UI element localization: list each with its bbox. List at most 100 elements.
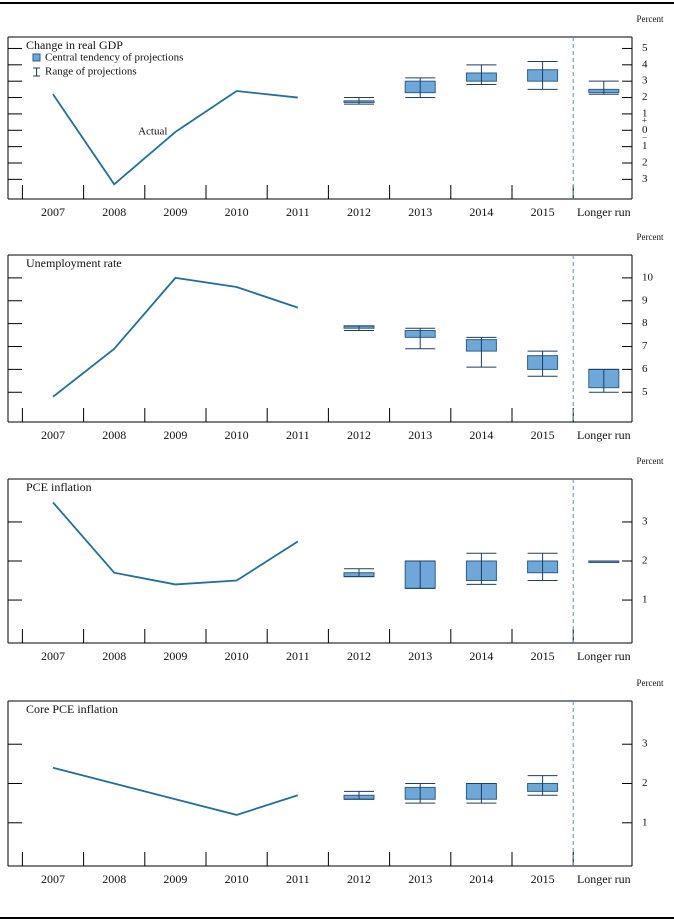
y-tick-label: 2 [642, 777, 648, 789]
unit-label: Percent [637, 678, 664, 688]
x-tick-label: 2012 [347, 428, 371, 442]
x-tick-label: 2014 [469, 649, 494, 663]
axis-sign: − [642, 132, 647, 142]
y-tick-label: 1 [642, 816, 648, 828]
x-tick-label: 2007 [41, 205, 65, 219]
x-tick-label: 2009 [163, 872, 188, 886]
y-tick-label: 4 [642, 58, 648, 70]
x-tick-label: 2008 [102, 872, 127, 886]
y-tick-label: 3 [642, 515, 648, 527]
chart-title: Core PCE inflation [26, 702, 118, 716]
range-whisker [344, 97, 374, 105]
range-whisker [466, 336, 497, 368]
x-tick-label: 2013 [408, 649, 433, 663]
x-tick-label: 2010 [224, 649, 249, 663]
y-tick-label: 5 [642, 42, 648, 54]
legend-swatch [32, 53, 41, 62]
x-tick-label: Longer run [576, 872, 631, 886]
x-tick-label: 2007 [41, 649, 65, 663]
legend-whisker [33, 67, 40, 77]
x-tick-label: 2014 [469, 428, 494, 442]
y-tick-label: 10 [642, 271, 654, 283]
x-tick-label: 2013 [408, 205, 433, 219]
y-tick-label: 3 [642, 75, 648, 87]
range-whisker [344, 325, 374, 331]
x-tick-label: Longer run [576, 428, 631, 442]
y-tick-label: 9 [642, 294, 648, 306]
x-tick-label: 2013 [408, 872, 433, 886]
x-tick-label: 2012 [347, 205, 371, 219]
x-tick-label: 2015 [530, 428, 555, 442]
x-tick-label: 2011 [286, 872, 310, 886]
legend-label: Range of projections [45, 66, 137, 78]
x-tick-label: 2015 [530, 205, 555, 219]
range-whisker [588, 368, 619, 393]
range-whisker [405, 327, 436, 350]
chart-title: Unemployment rate [26, 256, 122, 270]
y-tick-label: 6 [642, 363, 648, 375]
x-tick-label: 2011 [286, 205, 310, 219]
x-tick-label: 2015 [530, 872, 555, 886]
x-tick-label: 2010 [224, 205, 249, 219]
y-tick-label: 2 [642, 555, 648, 567]
actual-line [52, 501, 299, 586]
x-tick-label: 2008 [102, 205, 127, 219]
x-tick-label: 2007 [41, 428, 65, 442]
y-tick-label: 1 [642, 140, 648, 152]
axis-sign: + [642, 115, 647, 125]
range-whisker [466, 64, 497, 85]
range-whisker [527, 61, 558, 90]
range-whisker [466, 783, 497, 804]
unit-label: Percent [637, 456, 664, 466]
x-tick-label: 2012 [347, 649, 371, 663]
range-whisker [405, 560, 436, 589]
x-tick-label: Longer run [576, 649, 631, 663]
x-tick-label: 2011 [286, 428, 310, 442]
x-tick-label: 2015 [530, 649, 555, 663]
range-whisker [344, 568, 374, 578]
x-tick-label: 2010 [224, 872, 249, 886]
x-tick-label: 2008 [102, 649, 127, 663]
x-tick-label: 2013 [408, 428, 433, 442]
x-tick-label: Longer run [576, 205, 631, 219]
y-tick-label: 0 [642, 124, 648, 136]
x-tick-label: 2007 [41, 872, 65, 886]
actual-line [52, 276, 299, 398]
range-whisker [527, 552, 558, 582]
actual-line [52, 766, 299, 816]
legend-label: Central tendency of projections [45, 52, 183, 64]
range-whisker [588, 80, 619, 95]
y-tick-label: 2 [642, 91, 648, 103]
y-tick-label: 5 [642, 386, 648, 398]
unit-label: Percent [637, 14, 664, 24]
y-tick-label: 1 [642, 107, 648, 119]
y-tick-label: 8 [642, 317, 648, 329]
x-tick-label: 2014 [469, 872, 494, 886]
actual-line [52, 90, 298, 186]
y-tick-label: 7 [642, 340, 648, 352]
x-tick-label: 2010 [224, 428, 249, 442]
y-tick-label: 1 [642, 594, 648, 606]
x-tick-label: 2014 [469, 205, 494, 219]
y-tick-label: 2 [642, 157, 648, 169]
range-whisker [405, 77, 436, 99]
chart-title: Change in real GDP [26, 38, 123, 52]
x-tick-label: 2009 [163, 428, 188, 442]
range-whisker [405, 783, 436, 804]
x-tick-label: 2012 [347, 872, 371, 886]
y-tick-label: 3 [642, 173, 648, 185]
x-tick-label: 2011 [286, 649, 310, 663]
series-annotation: Actual [138, 125, 167, 137]
range-whisker [527, 775, 558, 796]
y-tick-label: 3 [642, 738, 648, 750]
range-whisker [527, 350, 558, 377]
chart-title: PCE inflation [26, 480, 92, 494]
range-whisker [344, 790, 374, 800]
x-tick-label: 2008 [102, 428, 127, 442]
range-whisker [466, 552, 497, 585]
x-tick-label: 2009 [163, 649, 188, 663]
x-tick-label: 2009 [163, 205, 188, 219]
unit-label: Percent [637, 232, 664, 242]
